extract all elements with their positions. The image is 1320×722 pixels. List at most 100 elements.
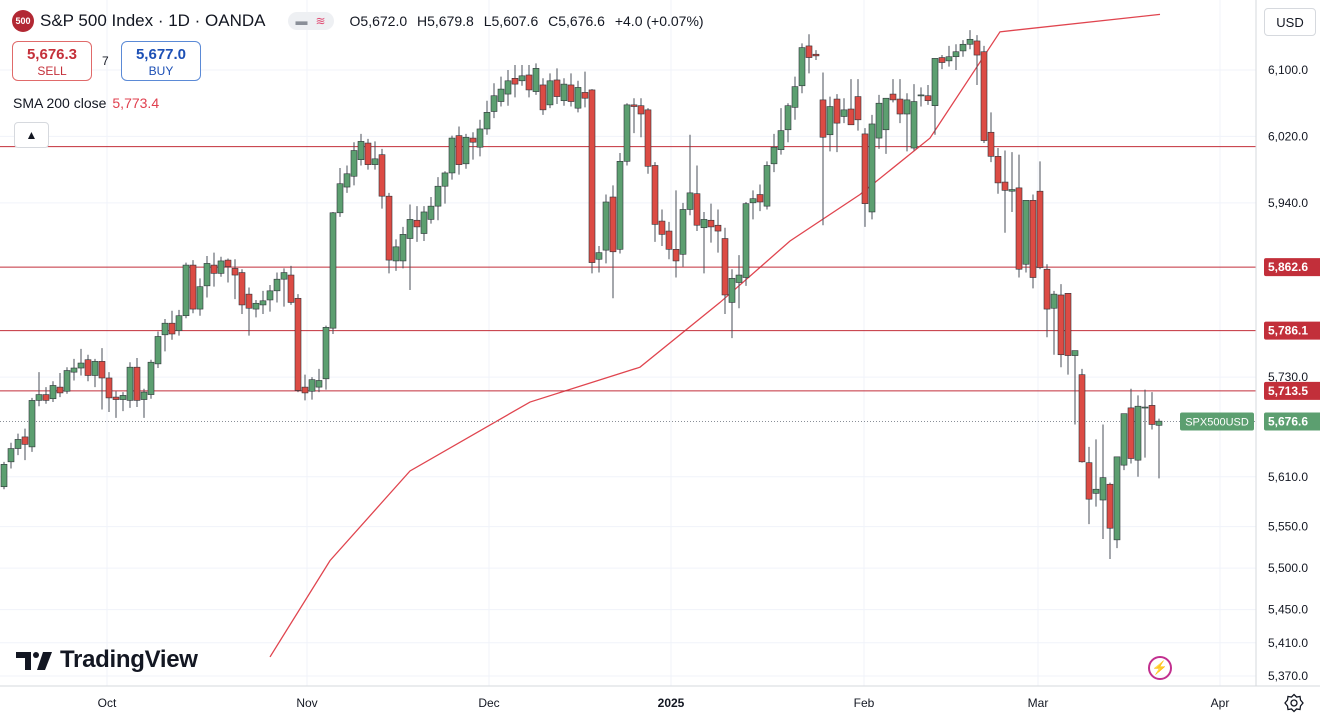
candle-up [259,290,267,315]
symbol-title[interactable]: S&P 500 Index · 1D · OANDA [40,11,266,30]
candle-up [532,63,540,95]
candle-up [182,262,190,319]
collapse-legend-button[interactable]: ▲ [14,122,49,148]
candle-body [889,93,897,101]
candle-body [728,278,736,303]
candle-body [105,377,113,399]
candle-body [35,394,43,401]
candle-up [140,388,148,418]
candle-down [1085,446,1093,525]
candle-body [525,74,533,91]
time-tick-label: Oct [98,696,117,710]
candle-body [609,196,617,253]
price-tick-label: 6,100.0 [1268,63,1308,77]
candle-up [1092,439,1100,507]
price-tick-label: 5,862.6 [1268,260,1308,274]
candle-body [805,45,813,58]
sma-value: 5,773.4 [112,95,160,111]
sell-button[interactable]: 5,676.3 SELL [12,41,92,81]
price-axis-bg [1256,0,1320,722]
candle-body [917,94,925,97]
gear-icon[interactable] [1283,692,1305,714]
candle-up [728,269,736,339]
close-value: C5,676.6 [548,13,605,29]
candle-body [287,274,295,303]
candle-body [385,195,393,261]
candle-body [686,192,694,210]
candle-body [812,53,820,57]
candle-body [1043,268,1051,310]
buy-label: BUY [148,64,174,78]
candle-up [420,206,428,242]
candle-body [1050,293,1058,309]
candle-body [420,211,428,234]
candle-up [784,103,792,143]
price-tick-label: 5,410.0 [1268,636,1308,650]
buy-button[interactable]: 5,677.0 BUY [121,41,201,81]
sma-legend[interactable]: SMA 200 close 5,773.4 [13,95,159,111]
candle-body [623,104,631,162]
candle-down [469,132,477,160]
candle-body [840,109,848,117]
symbol-tag [1180,412,1254,431]
candle-body [322,327,330,380]
candle-down [84,354,92,382]
candle-up [77,348,85,376]
candle-body [784,105,792,131]
candle-up [770,133,778,173]
candle-up [350,142,358,186]
price-tick-label: 5,610.0 [1268,470,1308,484]
candle-down [854,79,862,131]
candle-down [231,259,239,300]
tradingview-logo[interactable]: TradingView [16,646,198,674]
candle-up [490,83,498,119]
price-tick-label: 5,730.0 [1268,370,1308,384]
candle-up [126,362,134,408]
candle-up [441,171,449,204]
candle-body [413,219,421,228]
candle-up [763,161,771,210]
level-price-tag [1264,258,1320,277]
candle-body [28,400,36,448]
price-tick-label: 5,786.1 [1268,324,1308,338]
candle-body [1106,483,1114,529]
candle-up [175,309,183,336]
price-tick-label: 5,676.6 [1268,414,1308,428]
logo-text: TradingView [60,646,198,673]
candle-up [602,194,610,264]
currency-selector[interactable]: USD [1264,8,1316,36]
candle-body [483,112,491,130]
candle-up [903,93,911,152]
price-tick-label: 5,713.5 [1268,384,1308,398]
candle-body [56,386,64,394]
time-tick-label: Apr [1211,696,1230,710]
candle-down [665,221,673,260]
candle-body [378,154,386,197]
candle-body [77,362,85,369]
candle-body [245,293,253,309]
candle-up [280,268,288,307]
candle-down [539,78,547,115]
sma-200-polyline [269,13,1161,658]
candle-down [896,79,904,124]
candle-body [175,315,183,331]
change-value: +4.0 (+0.07%) [614,13,704,29]
tv-logo-icon [16,652,52,670]
candle-up [1050,290,1058,355]
candle-down [98,348,106,410]
lightning-icon[interactable]: ⚡ [1148,656,1172,680]
candle-up [266,285,274,312]
candle-down [245,287,253,336]
candle-down [189,260,197,314]
candle-body [14,439,22,449]
candle-down [721,227,729,315]
candle-up [840,98,848,124]
buy-price: 5,677.0 [135,46,187,63]
candle-up [329,211,337,334]
last-price-tag [1264,412,1320,431]
symbol-badge[interactable]: 500 [12,10,34,32]
indicator-toggle-pill[interactable]: ▬ ≋ [287,12,334,30]
candle-body [217,260,225,274]
price-tick-label: 5,370.0 [1268,669,1308,683]
